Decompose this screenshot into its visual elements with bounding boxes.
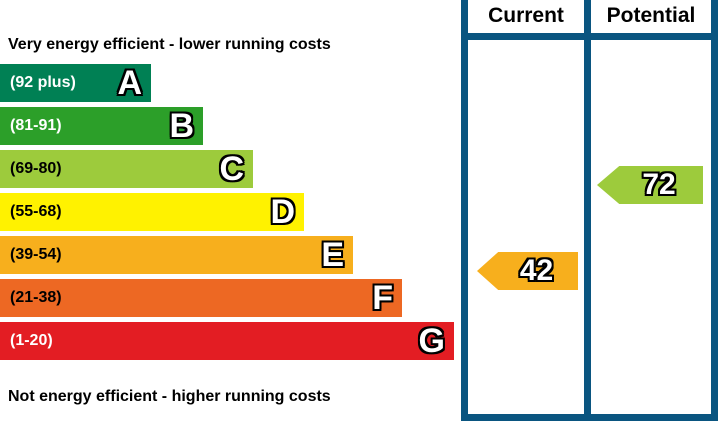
band-range-label: (1-20) xyxy=(10,332,53,349)
band-range-label: (21-38) xyxy=(10,289,62,306)
band-letter: B xyxy=(169,107,194,145)
band-row-g: (1-20) G xyxy=(0,322,454,360)
band-range-label: (55-68) xyxy=(10,203,62,220)
divider-current-potential xyxy=(584,0,591,421)
band-letter: G xyxy=(418,322,445,360)
band-letter: E xyxy=(321,236,344,274)
current-rating-arrow: 42 xyxy=(477,252,578,290)
band-row-c: (69-80) C xyxy=(0,150,253,188)
band-range-label: (81-91) xyxy=(10,117,62,134)
header-underline xyxy=(461,33,718,40)
band-row-e: (39-54) E xyxy=(0,236,353,274)
potential-column-header: Potential xyxy=(606,4,696,27)
band-letter: C xyxy=(219,150,244,188)
current-column-header: Current xyxy=(488,4,564,27)
band-row-b: (81-91) B xyxy=(0,107,203,145)
band-range-label: (69-80) xyxy=(10,160,62,177)
caption-energy-efficient: Very energy efficient - lower running co… xyxy=(8,36,331,53)
divider-chart-current xyxy=(461,0,468,421)
band-letter: A xyxy=(117,64,142,102)
band-row-f: (21-38) F xyxy=(0,279,402,317)
divider-right-edge xyxy=(711,0,718,421)
bottom-rule xyxy=(461,414,718,421)
band-letter: F xyxy=(372,279,393,317)
caption-not-energy-efficient: Not energy efficient - higher running co… xyxy=(8,388,331,405)
current-rating-value: 42 xyxy=(519,254,554,287)
potential-rating-arrow: 72 xyxy=(597,166,703,204)
band-range-label: (39-54) xyxy=(10,246,62,263)
potential-rating-value: 72 xyxy=(642,168,676,201)
band-row-a: (92 plus) A xyxy=(0,64,151,102)
band-range-label: (92 plus) xyxy=(10,74,76,91)
band-letter: D xyxy=(270,193,295,231)
band-row-d: (55-68) D xyxy=(0,193,304,231)
